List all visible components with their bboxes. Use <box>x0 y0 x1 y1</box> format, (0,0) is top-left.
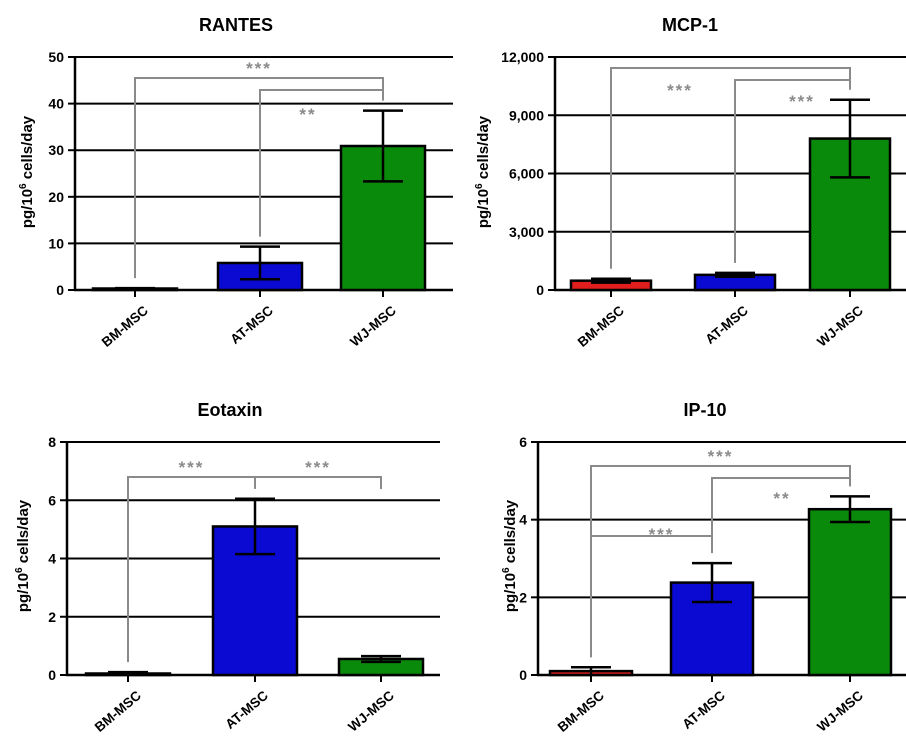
y-tick-label: 20 <box>48 189 64 205</box>
y-tick-label: 12,000 <box>501 49 544 65</box>
y-tick-label: 6 <box>519 434 527 450</box>
significance-label: ** <box>299 105 316 124</box>
y-tick-label: 8 <box>48 434 56 450</box>
y-tick-label: 50 <box>48 49 64 65</box>
significance-label: *** <box>305 458 331 477</box>
x-tick-label: BM-MSC <box>99 303 151 350</box>
y-tick-label: 2 <box>48 609 56 625</box>
x-tick-label: WJ-MSC <box>347 303 399 350</box>
x-tick-label: BM-MSC <box>92 688 144 735</box>
significance-label: *** <box>246 59 272 78</box>
x-tick-label: WJ-MSC <box>814 303 866 350</box>
y-tick-label: 9,000 <box>509 107 544 123</box>
y-tick-label: 6,000 <box>509 166 544 182</box>
y-axis-label: pg/106 cells/day <box>18 115 36 228</box>
significance-label: *** <box>667 81 693 100</box>
chart-title: IP-10 <box>683 400 726 420</box>
chart-title: Eotaxin <box>197 400 262 420</box>
y-tick-label: 0 <box>48 667 56 683</box>
y-tick-label: 0 <box>519 667 527 683</box>
y-axis-label: pg/106 cells/day <box>14 499 32 612</box>
y-tick-label: 0 <box>536 282 544 298</box>
significance-bracket <box>590 465 851 658</box>
chart-panel-eotaxin: Eotaxin 0 2 4 6 8 pg/106 cells/day BM-MSC AT-MSC… <box>14 400 440 735</box>
x-tick-label: WJ-MSC <box>345 688 397 735</box>
y-tick-label: 3,000 <box>509 224 544 240</box>
x-tick-label: BM-MSC <box>555 688 607 735</box>
x-tick-label: AT-MSC <box>679 688 728 732</box>
x-tick-label: AT-MSC <box>222 688 271 732</box>
chart-panel-ip-10: IP-10 0 2 4 6 pg/106 cells/day BM-MSC AT-MSC WJ-… <box>501 400 906 735</box>
significance-bracket <box>259 89 384 237</box>
significance-bracket <box>254 476 382 489</box>
significance-bracket <box>610 67 851 269</box>
y-tick-label: 4 <box>519 512 527 528</box>
x-tick-label: WJ-MSC <box>814 688 866 735</box>
x-tick-label: AT-MSC <box>702 303 751 347</box>
chart-panel-rantes: RANTES 0 10 20 30 40 50 pg/106 cells/day BM-MSC A… <box>18 15 453 350</box>
significance-bracket <box>711 477 851 554</box>
significance-label: *** <box>179 458 205 477</box>
y-tick-label: 2 <box>519 589 527 605</box>
chart-title: MCP-1 <box>662 15 718 35</box>
significance-bracket <box>134 77 384 279</box>
y-tick-label: 4 <box>48 551 56 567</box>
x-tick-label: BM-MSC <box>575 303 627 350</box>
y-axis-label: pg/106 cells/day <box>474 115 492 228</box>
y-tick-label: 10 <box>48 235 64 251</box>
significance-label: *** <box>708 447 734 466</box>
y-tick-label: 30 <box>48 142 64 158</box>
significance-bracket <box>734 79 851 263</box>
y-tick-label: 40 <box>48 96 64 112</box>
chart-title: RANTES <box>199 15 273 35</box>
y-axis-label: pg/106 cells/day <box>501 499 519 612</box>
y-tick-label: 0 <box>56 282 64 298</box>
bar-wj-msc <box>807 507 893 677</box>
chart-panel-mcp-1: MCP-1 0 3,000 6,000 9,000 12,000 pg/106 cells/… <box>474 15 906 350</box>
y-tick-label: 6 <box>48 492 56 508</box>
significance-label: ** <box>773 489 790 508</box>
significance-label: *** <box>649 525 675 544</box>
x-tick-label: AT-MSC <box>227 303 276 347</box>
significance-label: *** <box>789 92 815 111</box>
